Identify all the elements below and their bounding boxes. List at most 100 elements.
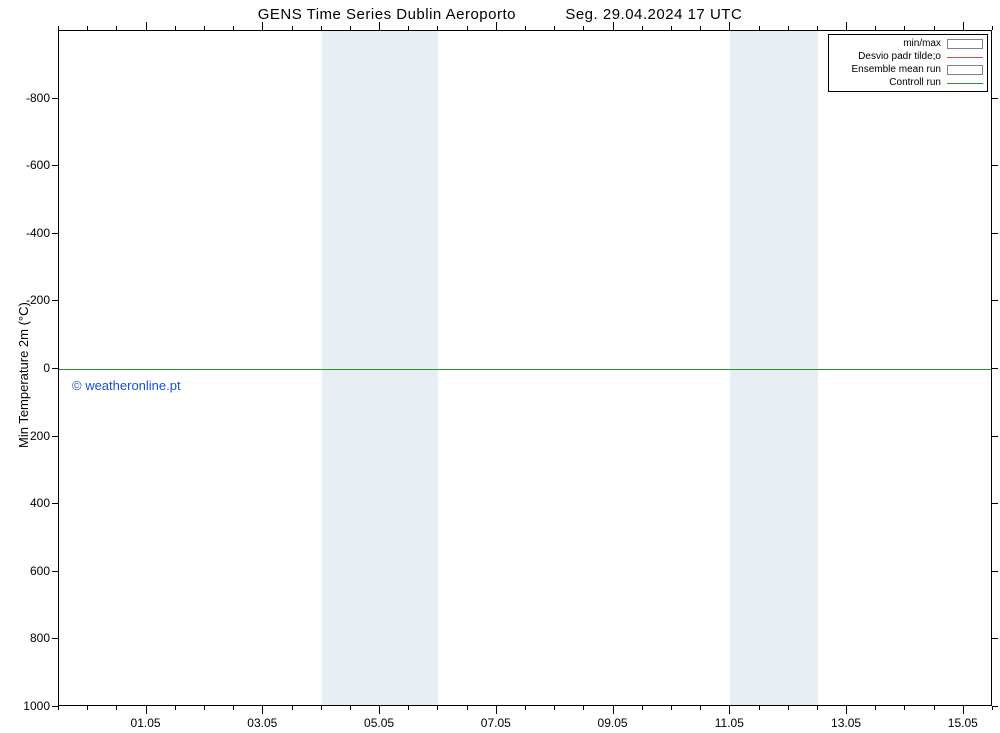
y-tick	[52, 571, 58, 572]
x-tick-minor	[437, 26, 438, 30]
x-tick-major	[729, 706, 730, 714]
x-tick-minor	[904, 26, 905, 30]
x-tick-major	[613, 706, 614, 714]
legend-item-swatch	[947, 65, 983, 75]
x-tick-minor	[467, 26, 468, 30]
x-tick-minor	[583, 706, 584, 710]
x-tick-minor	[934, 706, 935, 710]
x-tick-minor	[87, 706, 88, 710]
y-tick	[992, 233, 998, 234]
x-tick-minor	[408, 706, 409, 710]
y-tick	[52, 503, 58, 504]
shaded-weekend-band	[730, 31, 818, 705]
x-tick-minor	[408, 26, 409, 30]
y-tick-label: 200	[10, 429, 50, 443]
legend: min/maxDesvio padr tilde;oEnsemble mean …	[828, 34, 988, 92]
legend-item: Ensemble mean run	[833, 63, 983, 76]
y-tick	[52, 368, 58, 369]
x-tick-minor	[204, 26, 205, 30]
y-axis-label: Min Temperature 2m (°C)	[16, 302, 31, 448]
x-tick-major	[146, 22, 147, 30]
y-tick-label: -400	[10, 226, 50, 240]
x-tick-major	[963, 22, 964, 30]
x-tick-minor	[321, 26, 322, 30]
legend-item-swatch	[947, 52, 983, 62]
x-tick-minor	[642, 706, 643, 710]
x-tick-minor	[904, 706, 905, 710]
legend-item: min/max	[833, 37, 983, 50]
plot-area	[58, 30, 992, 706]
x-tick-minor	[437, 706, 438, 710]
y-tick	[52, 165, 58, 166]
y-tick-label: -200	[10, 293, 50, 307]
x-tick-minor	[759, 26, 760, 30]
x-tick-minor	[350, 26, 351, 30]
legend-item-label: min/max	[903, 37, 947, 50]
watermark-text: © weatheronline.pt	[72, 378, 181, 393]
x-tick-minor	[292, 26, 293, 30]
x-tick-minor	[175, 26, 176, 30]
legend-item: Desvio padr tilde;o	[833, 50, 983, 63]
x-tick-minor	[992, 26, 993, 30]
x-tick-major	[379, 706, 380, 714]
x-tick-label: 11.05	[699, 716, 759, 730]
x-tick-minor	[583, 26, 584, 30]
x-tick-minor	[175, 706, 176, 710]
title-part-datetime: Seg. 29.04.2024 17 UTC	[565, 6, 742, 23]
x-tick-minor	[700, 706, 701, 710]
x-tick-minor	[875, 706, 876, 710]
x-tick-minor	[875, 26, 876, 30]
x-tick-minor	[292, 706, 293, 710]
x-tick-major	[379, 22, 380, 30]
x-tick-label: 05.05	[349, 716, 409, 730]
y-tick-label: 0	[10, 361, 50, 375]
y-tick-label: -800	[10, 91, 50, 105]
x-tick-label: 13.05	[816, 716, 876, 730]
x-tick-major	[729, 22, 730, 30]
y-tick	[992, 436, 998, 437]
x-tick-minor	[642, 26, 643, 30]
x-tick-major	[846, 706, 847, 714]
legend-item-label: Ensemble mean run	[852, 63, 948, 76]
legend-item-swatch	[947, 78, 983, 88]
x-tick-minor	[759, 706, 760, 710]
x-tick-minor	[934, 26, 935, 30]
x-tick-label: 09.05	[583, 716, 643, 730]
x-tick-minor	[817, 706, 818, 710]
x-tick-minor	[58, 706, 59, 710]
x-tick-minor	[116, 26, 117, 30]
y-tick	[992, 638, 998, 639]
x-tick-minor	[233, 706, 234, 710]
x-tick-label: 01.05	[116, 716, 176, 730]
x-tick-minor	[671, 706, 672, 710]
title-part-location: GENS Time Series Dublin Aeroporto	[258, 6, 516, 23]
x-tick-label: 07.05	[466, 716, 526, 730]
x-tick-minor	[350, 706, 351, 710]
chart-container: GENS Time Series Dublin Aeroporto Seg. 2…	[0, 0, 1000, 733]
x-tick-major	[846, 22, 847, 30]
x-tick-minor	[233, 26, 234, 30]
y-tick-label: -600	[10, 158, 50, 172]
x-tick-minor	[58, 26, 59, 30]
y-tick-label: 400	[10, 496, 50, 510]
y-tick-label: 600	[10, 564, 50, 578]
y-tick	[52, 638, 58, 639]
legend-item-label: Controll run	[889, 76, 947, 89]
y-tick	[992, 98, 998, 99]
x-tick-minor	[321, 706, 322, 710]
x-tick-minor	[817, 26, 818, 30]
y-tick	[992, 165, 998, 166]
x-tick-label: 15.05	[933, 716, 993, 730]
zero-reference-line	[59, 369, 991, 370]
y-tick-label: 800	[10, 631, 50, 645]
y-tick-label: 1000	[10, 699, 50, 713]
x-tick-minor	[671, 26, 672, 30]
x-tick-minor	[554, 26, 555, 30]
legend-item-label: Desvio padr tilde;o	[858, 50, 947, 63]
x-tick-minor	[788, 26, 789, 30]
x-tick-major	[262, 22, 263, 30]
x-tick-major	[146, 706, 147, 714]
y-tick	[52, 300, 58, 301]
x-tick-major	[496, 706, 497, 714]
chart-title: GENS Time Series Dublin Aeroporto Seg. 2…	[0, 6, 1000, 23]
